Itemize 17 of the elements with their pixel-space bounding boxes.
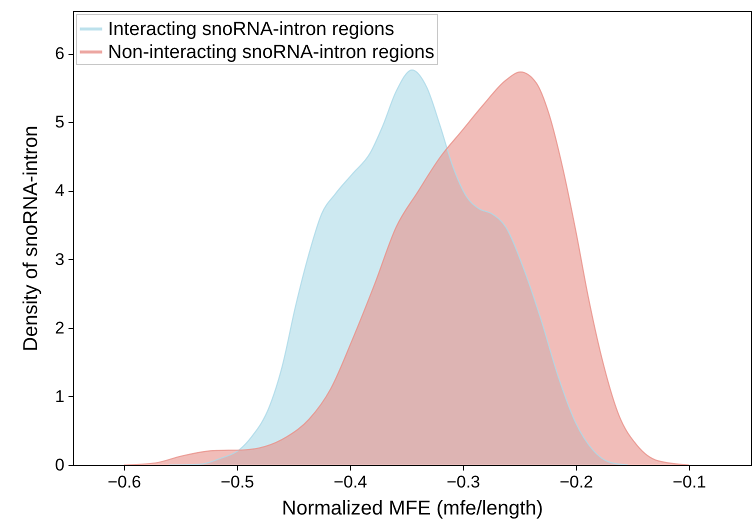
legend-label: Non-interacting snoRNA-intron regions [108,42,434,63]
legend-label: Interacting snoRNA-intron regions [108,19,394,40]
y-tick-label: 2 [55,318,64,338]
y-tick-label: 0 [55,456,64,474]
y-tick-label: 6 [55,44,64,64]
y-axis-title: Density of snoRNA-intron [20,126,42,352]
x-tick-label: −0.1 [672,472,706,492]
y-tick-label: 1 [55,386,64,406]
y-tick-label: 4 [55,181,64,200]
x-tick-label: −0.4 [334,472,368,492]
x-tick-label: −0.5 [220,472,254,492]
x-tick-label: −0.6 [108,472,142,492]
x-tick-label: −0.2 [560,472,594,492]
x-tick-label: −0.3 [446,472,480,492]
y-tick-label: 3 [55,250,64,269]
x-axis-title: Normalized MFE (mfe/length) [282,498,544,520]
y-tick-label: 5 [55,112,64,132]
